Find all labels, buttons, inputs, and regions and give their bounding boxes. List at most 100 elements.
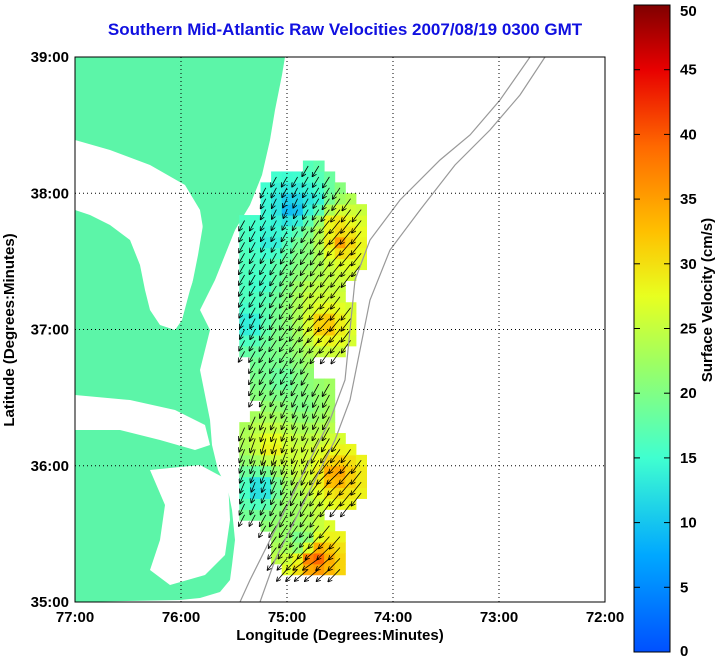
velocity-arrow bbox=[271, 471, 277, 484]
velocity-arrow bbox=[281, 471, 288, 484]
velocity-arrow bbox=[310, 470, 320, 484]
colorbar-tick-label: 50 bbox=[680, 3, 697, 20]
velocity-arrow bbox=[249, 372, 256, 384]
velocity-arrow bbox=[282, 220, 288, 230]
velocity-arrow bbox=[313, 405, 320, 418]
velocity-arrow bbox=[352, 460, 362, 473]
velocity-arrow bbox=[290, 252, 298, 264]
velocity-arrow bbox=[319, 460, 330, 473]
velocity-arrow bbox=[280, 274, 288, 286]
velocity-arrow bbox=[281, 394, 288, 407]
velocity-arrow bbox=[270, 372, 277, 384]
colorbar-tick-label: 15 bbox=[680, 450, 697, 467]
velocity-arrow bbox=[286, 569, 298, 581]
velocity-arrow bbox=[341, 307, 351, 320]
velocity-arrow bbox=[291, 242, 298, 253]
velocity-arrow bbox=[239, 231, 245, 241]
velocity-arrow bbox=[292, 427, 298, 441]
velocity-arrow bbox=[249, 416, 256, 430]
velocity-arrow bbox=[290, 329, 298, 341]
velocity-arrow bbox=[280, 514, 288, 527]
velocity-arrow bbox=[270, 394, 277, 406]
velocity-arrow bbox=[271, 481, 277, 494]
velocity-arrow bbox=[270, 361, 277, 373]
velocity-arrow bbox=[250, 318, 256, 329]
velocity-vectors bbox=[239, 165, 362, 581]
velocity-arrow bbox=[323, 176, 330, 187]
velocity-arrow bbox=[249, 351, 256, 362]
velocity-arrow bbox=[290, 351, 298, 362]
velocity-arrow bbox=[308, 318, 320, 332]
velocity-arrow bbox=[316, 558, 330, 570]
velocity-arrow bbox=[312, 383, 320, 396]
velocity-arrow bbox=[249, 514, 256, 526]
chart-title: Southern Mid-Atlantic Raw Velocities 200… bbox=[107, 20, 583, 39]
velocity-arrow bbox=[260, 383, 267, 395]
velocity-arrow bbox=[260, 329, 267, 340]
velocity-arrow bbox=[261, 503, 267, 515]
velocity-arrow bbox=[301, 481, 309, 495]
velocity-arrow bbox=[250, 307, 256, 318]
velocity-arrow bbox=[310, 285, 320, 298]
velocity-arrow bbox=[333, 187, 341, 199]
velocity-arrow bbox=[260, 318, 267, 329]
velocity-arrow bbox=[313, 416, 320, 429]
velocity-arrow bbox=[270, 383, 277, 395]
velocity-arrow bbox=[261, 427, 267, 442]
velocity-arrow bbox=[280, 318, 288, 330]
velocity-arrow bbox=[280, 340, 288, 351]
velocity-arrow bbox=[330, 329, 341, 342]
velocity-arrow bbox=[240, 471, 245, 483]
velocity-arrow bbox=[320, 220, 330, 233]
velocity-arrow bbox=[281, 372, 288, 384]
velocity-arrow bbox=[260, 394, 267, 407]
velocity-arrow bbox=[330, 318, 341, 331]
velocity-cell bbox=[302, 563, 314, 576]
velocity-arrow bbox=[313, 176, 320, 187]
velocity-arrow bbox=[287, 558, 298, 569]
velocity-arrow bbox=[303, 394, 309, 407]
velocity-arrow bbox=[251, 492, 256, 503]
axes-frame bbox=[74, 56, 606, 603]
velocity-arrow bbox=[293, 198, 298, 208]
velocity-arrow bbox=[320, 263, 330, 276]
velocity-arrow bbox=[318, 329, 330, 343]
velocity-arrow bbox=[341, 329, 351, 342]
velocity-arrow bbox=[299, 307, 309, 320]
velocity-arrow bbox=[329, 492, 341, 506]
x-tick-label: 77:00 bbox=[56, 609, 94, 626]
velocity-arrow bbox=[270, 318, 277, 330]
velocity-arrow bbox=[250, 427, 256, 441]
velocity-arrow bbox=[331, 449, 341, 462]
colorbar-tick-label: 30 bbox=[680, 256, 697, 273]
velocity-arrow bbox=[340, 460, 351, 473]
velocity-arrow bbox=[261, 198, 267, 209]
chesapeake-bay bbox=[75, 140, 205, 330]
velocity-arrow bbox=[352, 220, 362, 233]
velocity-arrow bbox=[249, 274, 256, 285]
velocity-arrow bbox=[268, 547, 277, 559]
velocity-arrow bbox=[303, 405, 309, 418]
velocity-arrow bbox=[327, 470, 341, 484]
velocity-arrow bbox=[340, 252, 351, 265]
velocity-arrow bbox=[281, 481, 288, 494]
velocity-arrow bbox=[321, 274, 330, 287]
velocity-arrow bbox=[313, 394, 320, 407]
velocity-arrow bbox=[294, 209, 298, 219]
velocity-arrow bbox=[300, 536, 309, 548]
y-axis-label: Latitude (Degrees:Minutes) bbox=[1, 233, 18, 426]
bathymetry-contours bbox=[239, 57, 546, 602]
velocity-arrow bbox=[260, 514, 267, 526]
velocity-arrow bbox=[259, 372, 267, 384]
velocity-arrow bbox=[280, 351, 288, 362]
velocity-arrow bbox=[351, 481, 362, 495]
velocity-arrow bbox=[280, 296, 288, 308]
velocity-arrow bbox=[310, 252, 320, 264]
velocity-arrow bbox=[261, 209, 267, 220]
velocity-arrow bbox=[300, 514, 309, 527]
velocity-arrow bbox=[250, 242, 256, 252]
velocity-arrow bbox=[303, 416, 309, 429]
velocity-arrow bbox=[328, 569, 341, 581]
velocity-arrow bbox=[320, 231, 330, 243]
velocity-arrow bbox=[261, 471, 267, 483]
